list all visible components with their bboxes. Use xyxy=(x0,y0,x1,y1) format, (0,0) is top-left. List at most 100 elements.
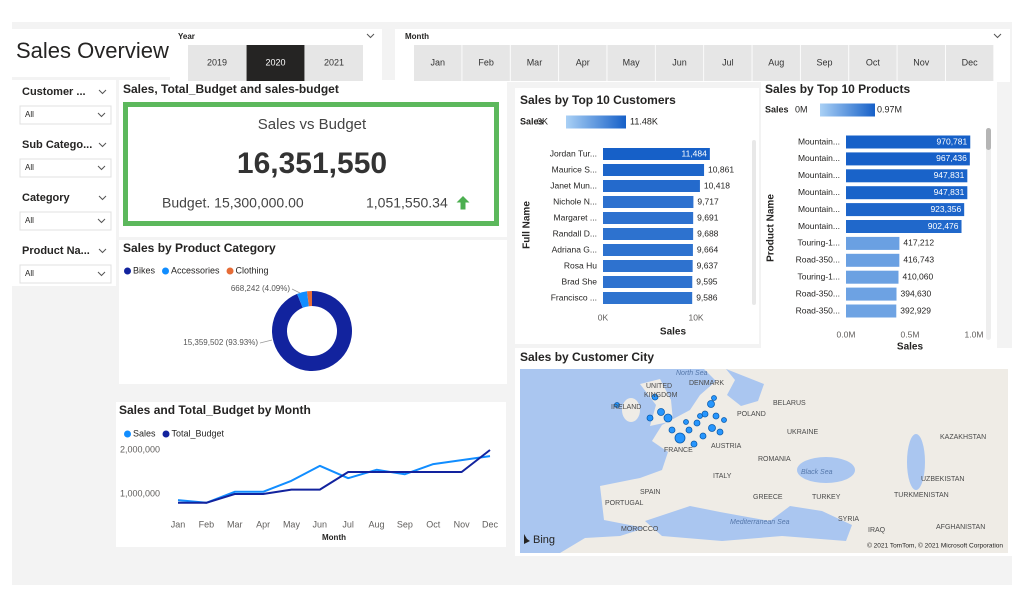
month-button[interactable] xyxy=(897,45,946,81)
month-button-label[interactable]: Mar xyxy=(527,57,543,67)
city-bubble[interactable] xyxy=(693,419,701,427)
city-bubble[interactable] xyxy=(712,412,720,420)
filter-value[interactable]: All xyxy=(25,110,34,119)
map-label: SPAIN xyxy=(640,489,661,496)
month-button-label[interactable]: Oct xyxy=(866,57,881,67)
line-series xyxy=(178,449,491,504)
map[interactable]: North Sea UNITED KINGDOM IRELAND DENMARK… xyxy=(520,369,1008,553)
filter-dropdown-chevron[interactable] xyxy=(97,271,106,277)
year-button[interactable] xyxy=(246,45,305,81)
y-tick-label: Mountain... xyxy=(798,187,840,197)
x-axis-title: Sales xyxy=(660,327,687,338)
month-button[interactable] xyxy=(945,45,994,81)
filter-value[interactable]: All xyxy=(25,269,34,278)
bar xyxy=(846,152,970,166)
filter-value[interactable]: All xyxy=(25,216,34,225)
city-bubble[interactable] xyxy=(683,419,689,425)
filter-title: Sub Catego... xyxy=(22,139,92,151)
city-bubble[interactable] xyxy=(614,402,620,408)
y-tick-label: Maurice S... xyxy=(552,164,597,174)
customers-scrollbar[interactable] xyxy=(752,140,756,305)
city-bubble[interactable] xyxy=(651,393,659,401)
products-scrollbar[interactable] xyxy=(986,128,991,340)
month-button[interactable] xyxy=(752,45,800,81)
filter-dropdown-chevron[interactable] xyxy=(97,112,106,118)
year-button[interactable] xyxy=(305,45,363,81)
data-label: 902,476 xyxy=(928,221,959,231)
month-button[interactable] xyxy=(559,45,607,81)
y-tick-label: Adriana G... xyxy=(552,244,597,254)
month-button[interactable] xyxy=(704,45,752,81)
city-bubble[interactable] xyxy=(711,395,717,401)
filter-chevron[interactable] xyxy=(98,142,107,148)
donut-slice xyxy=(297,291,309,308)
map-label: DENMARK xyxy=(689,380,724,387)
filter-dropdown[interactable] xyxy=(19,211,112,231)
month-button-label[interactable]: Sep xyxy=(817,57,833,67)
variance-up-arrow xyxy=(456,196,470,210)
year-button[interactable] xyxy=(188,45,246,81)
year-dropdown-chevron[interactable] xyxy=(366,33,375,39)
year-button-label[interactable]: 2020 xyxy=(265,57,285,67)
year-button-label[interactable]: 2019 xyxy=(207,57,227,67)
city-bubble[interactable] xyxy=(668,426,676,434)
month-button-label[interactable]: Dec xyxy=(962,57,979,67)
month-button[interactable] xyxy=(607,45,655,81)
filter-value[interactable]: All xyxy=(25,163,34,172)
city-bubble[interactable] xyxy=(716,428,724,436)
month-button-label[interactable]: Jan xyxy=(430,57,445,67)
filter-chevron[interactable] xyxy=(98,89,107,95)
city-bubble[interactable] xyxy=(674,432,686,444)
color-scale-min: 0M xyxy=(795,104,808,114)
month-dropdown-chevron[interactable] xyxy=(993,33,1002,39)
filter-title: Category xyxy=(22,192,71,204)
year-button-label[interactable]: 2021 xyxy=(324,57,344,67)
city-bubble[interactable] xyxy=(701,410,709,418)
month-button[interactable] xyxy=(800,45,849,81)
city-bubble[interactable] xyxy=(663,413,673,423)
map-label: UNITED xyxy=(646,383,672,390)
bar xyxy=(846,236,900,250)
filter-dropdown-chevron[interactable] xyxy=(97,165,106,171)
month-button-label[interactable]: Jul xyxy=(722,57,734,67)
products-scrollbar-thumb[interactable] xyxy=(986,128,991,150)
x-tick-label: 0.5M xyxy=(901,329,920,339)
month-button[interactable] xyxy=(510,45,559,81)
month-button-label[interactable]: Nov xyxy=(913,57,930,67)
filter-chevron[interactable] xyxy=(98,248,107,254)
bar xyxy=(846,220,962,233)
city-bubble[interactable] xyxy=(685,426,693,434)
filter-dropdown[interactable] xyxy=(19,158,112,178)
data-label: 9,664 xyxy=(697,244,719,254)
month-button[interactable] xyxy=(414,45,462,81)
month-button-label[interactable]: Jun xyxy=(672,57,687,67)
month-button-label[interactable]: Aug xyxy=(768,57,784,67)
city-bubble[interactable] xyxy=(708,424,716,432)
year-slicer-title: Year xyxy=(178,32,195,41)
city-bubble[interactable] xyxy=(690,440,698,448)
filter-dropdown[interactable] xyxy=(19,105,112,125)
month-button-label[interactable]: Apr xyxy=(576,57,590,67)
city-bubble[interactable] xyxy=(657,408,665,416)
city-bubble[interactable] xyxy=(707,400,715,408)
legend-label: Sales xyxy=(133,428,156,438)
map-mediterranean xyxy=(645,506,852,541)
month-button-label[interactable]: May xyxy=(623,57,641,67)
y-tick-label: Road-350... xyxy=(796,288,840,298)
city-bubble[interactable] xyxy=(721,417,727,423)
y-axis-title: Full Name xyxy=(522,201,533,249)
filter-dropdown[interactable] xyxy=(19,264,112,284)
filter-dropdown-chevron[interactable] xyxy=(97,218,106,224)
x-tick-label: Sep xyxy=(397,519,413,529)
month-button-label[interactable]: Feb xyxy=(478,57,494,67)
city-bubble[interactable] xyxy=(646,414,654,422)
month-button[interactable] xyxy=(655,45,704,81)
month-button[interactable] xyxy=(462,45,510,81)
y-tick-label: Randall D... xyxy=(553,228,597,238)
city-bubble[interactable] xyxy=(699,432,707,440)
city-bubble[interactable] xyxy=(697,413,703,419)
y-tick-label: Mountain... xyxy=(798,136,840,146)
month-button[interactable] xyxy=(849,45,897,81)
filter-chevron[interactable] xyxy=(98,195,107,201)
